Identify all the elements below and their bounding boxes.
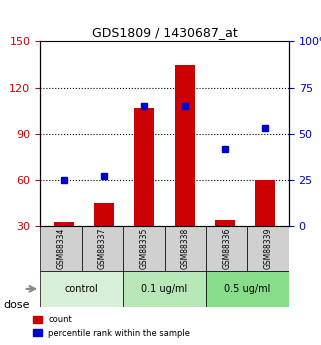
Bar [215,220,235,273]
Text: 0.1 ug/ml: 0.1 ug/ml [141,284,188,294]
FancyBboxPatch shape [206,226,247,271]
Bar [255,180,275,273]
Text: control: control [65,284,99,294]
Text: GSM88338: GSM88338 [181,228,190,269]
Text: dose: dose [3,300,30,310]
Bar [134,108,154,273]
Text: GSM88336: GSM88336 [222,228,231,269]
FancyBboxPatch shape [82,226,123,271]
Bar [94,203,114,273]
FancyBboxPatch shape [40,271,123,307]
FancyBboxPatch shape [247,226,289,271]
Text: GSM88339: GSM88339 [264,228,273,269]
Text: 0.5 ug/ml: 0.5 ug/ml [224,284,271,294]
Bar [54,221,74,273]
Text: GSM88334: GSM88334 [56,228,65,269]
FancyBboxPatch shape [123,226,165,271]
Bar [175,65,195,273]
FancyBboxPatch shape [165,226,206,271]
Text: GSM88337: GSM88337 [98,228,107,269]
Text: GSM88335: GSM88335 [139,228,148,269]
FancyBboxPatch shape [40,226,82,271]
FancyBboxPatch shape [206,271,289,307]
FancyBboxPatch shape [123,271,206,307]
Title: GDS1809 / 1430687_at: GDS1809 / 1430687_at [91,26,238,39]
Legend: count, percentile rank within the sample: count, percentile rank within the sample [30,312,194,341]
